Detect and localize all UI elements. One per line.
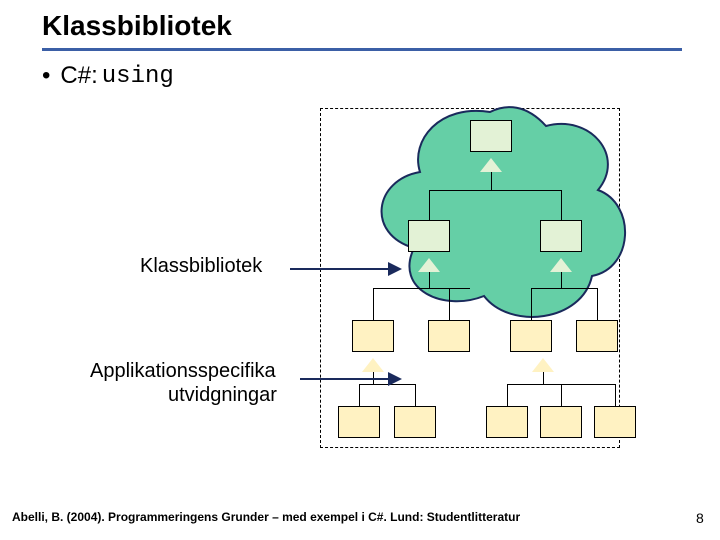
l3-box-3 bbox=[510, 320, 552, 352]
line-l3-3v bbox=[543, 372, 544, 384]
green-blob bbox=[0, 0, 720, 540]
l3-box-2 bbox=[428, 320, 470, 352]
line-l3-1h bbox=[359, 384, 415, 385]
class-hierarchy-diagram bbox=[0, 0, 720, 540]
tri-l2-1 bbox=[418, 258, 440, 272]
line-l3-1d1 bbox=[359, 384, 360, 406]
line-l2-2v bbox=[561, 272, 562, 288]
line-l2-2d1 bbox=[531, 288, 532, 320]
line-l1-d2 bbox=[561, 190, 562, 220]
l3-box-4 bbox=[576, 320, 618, 352]
line-l1-d1 bbox=[429, 190, 430, 220]
l2-box-2 bbox=[540, 220, 582, 252]
line-l2-1h bbox=[373, 288, 470, 289]
line-l3-1d2 bbox=[415, 384, 416, 406]
l4-box-4 bbox=[540, 406, 582, 438]
tri-l3-3 bbox=[532, 358, 554, 372]
line-l1-h bbox=[429, 190, 561, 191]
arrow-app-head bbox=[388, 372, 402, 386]
line-l2-1v bbox=[429, 272, 430, 288]
arrow-app-line bbox=[300, 378, 390, 380]
arrow-klass-head bbox=[388, 262, 402, 276]
line-l3-3d3 bbox=[615, 384, 616, 406]
l4-box-2 bbox=[394, 406, 436, 438]
line-l2-2h bbox=[531, 288, 597, 289]
line-l2-2d2 bbox=[597, 288, 598, 320]
l4-box-5 bbox=[594, 406, 636, 438]
line-l3-3d1 bbox=[507, 384, 508, 406]
inherit-tri-root bbox=[480, 158, 502, 172]
line-l2-1d2 bbox=[449, 288, 450, 320]
l3-box-1 bbox=[352, 320, 394, 352]
line-l2-1d1 bbox=[373, 288, 374, 320]
tri-l3-1 bbox=[362, 358, 384, 372]
line-root-down bbox=[491, 172, 492, 190]
tri-l2-2 bbox=[550, 258, 572, 272]
l2-box-1 bbox=[408, 220, 450, 252]
l4-box-3 bbox=[486, 406, 528, 438]
root-class-box bbox=[470, 120, 512, 152]
l4-box-1 bbox=[338, 406, 380, 438]
line-l3-3d2 bbox=[561, 384, 562, 406]
arrow-klass-line bbox=[290, 268, 390, 270]
